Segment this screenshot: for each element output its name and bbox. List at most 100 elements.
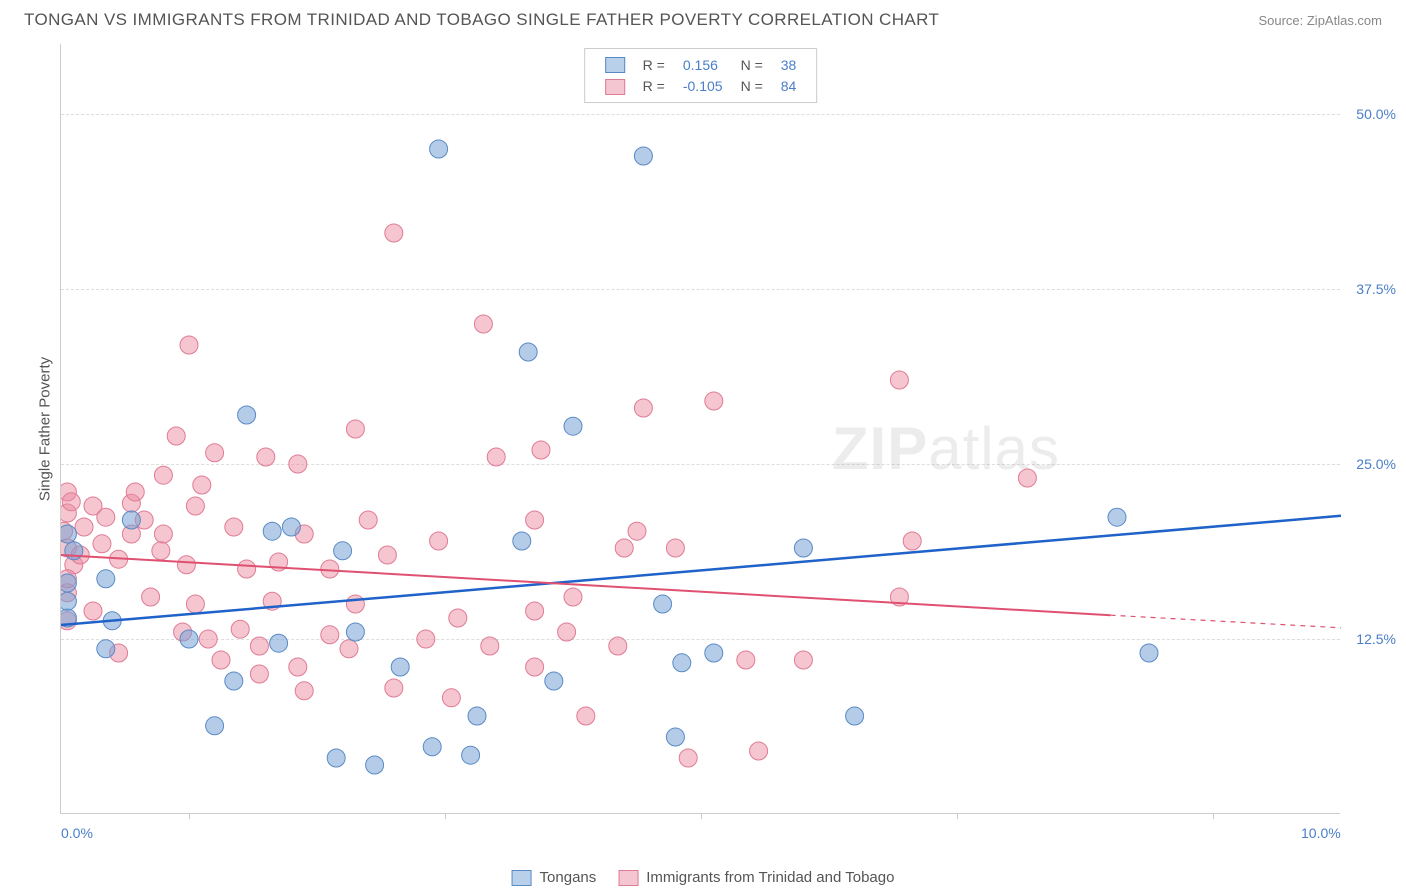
- data-point: [366, 756, 384, 774]
- data-point: [62, 493, 80, 511]
- x-end-label: 10.0%: [1301, 825, 1341, 841]
- data-point: [295, 682, 313, 700]
- data-point: [110, 644, 128, 662]
- data-point: [270, 634, 288, 652]
- data-point: [75, 518, 93, 536]
- data-point: [359, 511, 377, 529]
- scatter-points: [61, 44, 1341, 814]
- data-point: [462, 746, 480, 764]
- data-point: [186, 595, 204, 613]
- data-point: [61, 522, 73, 540]
- legend-item-tongans: Tongans: [512, 869, 597, 886]
- data-point: [1018, 469, 1036, 487]
- data-point: [794, 539, 812, 557]
- data-point: [846, 707, 864, 725]
- data-point: [61, 483, 76, 501]
- data-point: [61, 539, 76, 557]
- data-point: [122, 511, 140, 529]
- data-point: [206, 444, 224, 462]
- data-point: [519, 343, 537, 361]
- data-point: [1140, 644, 1158, 662]
- data-point: [295, 525, 313, 543]
- data-point: [289, 658, 307, 676]
- data-point: [526, 602, 544, 620]
- data-point: [430, 532, 448, 550]
- data-point: [193, 476, 211, 494]
- data-point: [474, 315, 492, 333]
- data-point: [449, 609, 467, 627]
- data-point: [385, 224, 403, 242]
- data-point: [1108, 508, 1126, 526]
- plot-area: ZIPatlas R = 0.156 N = 38 R = -0.105 N =…: [60, 44, 1340, 814]
- data-point: [250, 665, 268, 683]
- data-point: [564, 417, 582, 435]
- data-point: [334, 542, 352, 560]
- data-point: [263, 522, 281, 540]
- gridline: [61, 289, 1340, 290]
- data-point: [61, 570, 76, 588]
- x-end-label: 0.0%: [61, 825, 93, 841]
- data-point: [628, 522, 646, 540]
- data-point: [378, 546, 396, 564]
- data-point: [126, 483, 144, 501]
- data-point: [346, 595, 364, 613]
- data-point: [666, 728, 684, 746]
- data-point: [65, 556, 83, 574]
- data-point: [526, 658, 544, 676]
- y-tick-label: 12.5%: [1356, 631, 1396, 647]
- data-point: [186, 497, 204, 515]
- x-tick: [701, 813, 702, 819]
- data-point: [666, 539, 684, 557]
- legend-n-label-1: N =: [733, 55, 771, 74]
- chart-title: TONGAN VS IMMIGRANTS FROM TRINIDAD AND T…: [24, 10, 939, 30]
- data-point: [679, 749, 697, 767]
- data-point: [110, 550, 128, 568]
- data-point: [103, 612, 121, 630]
- data-point: [270, 553, 288, 571]
- legend-correlation-box: R = 0.156 N = 38 R = -0.105 N = 84: [584, 48, 818, 103]
- data-point: [794, 651, 812, 669]
- data-point: [97, 640, 115, 658]
- data-point: [61, 592, 76, 610]
- legend-swatch-2: [605, 79, 625, 95]
- data-point: [97, 570, 115, 588]
- data-point: [177, 556, 195, 574]
- data-point: [391, 658, 409, 676]
- legend-r-label-1: R =: [635, 55, 673, 74]
- data-point: [65, 542, 83, 560]
- data-point: [61, 574, 76, 592]
- source-link[interactable]: ZipAtlas.com: [1307, 13, 1382, 28]
- data-point: [154, 466, 172, 484]
- data-point: [737, 651, 755, 669]
- gridline: [61, 639, 1340, 640]
- data-point: [513, 532, 531, 550]
- data-point: [122, 494, 140, 512]
- data-point: [206, 717, 224, 735]
- data-point: [97, 508, 115, 526]
- data-point: [212, 651, 230, 669]
- regression-lines: [61, 44, 1341, 814]
- data-point: [71, 546, 89, 564]
- data-point: [532, 441, 550, 459]
- data-point: [61, 525, 76, 543]
- data-point: [61, 609, 76, 627]
- data-point: [152, 542, 170, 560]
- legend-swatch-tongans: [512, 870, 532, 886]
- data-point: [61, 612, 76, 630]
- data-point: [634, 399, 652, 417]
- data-point: [84, 602, 102, 620]
- data-point: [673, 654, 691, 672]
- legend-r-label-2: R =: [635, 76, 673, 95]
- data-point: [142, 588, 160, 606]
- data-point: [545, 672, 563, 690]
- data-point: [135, 511, 153, 529]
- watermark: ZIPatlas: [832, 414, 1060, 483]
- data-point: [263, 592, 281, 610]
- data-point: [321, 626, 339, 644]
- legend-row-series-2: R = -0.105 N = 84: [597, 76, 805, 95]
- y-tick-label: 50.0%: [1356, 106, 1396, 122]
- data-point: [180, 336, 198, 354]
- legend-row-series-1: R = 0.156 N = 38: [597, 55, 805, 74]
- source-prefix: Source:: [1258, 13, 1306, 28]
- data-point: [468, 707, 486, 725]
